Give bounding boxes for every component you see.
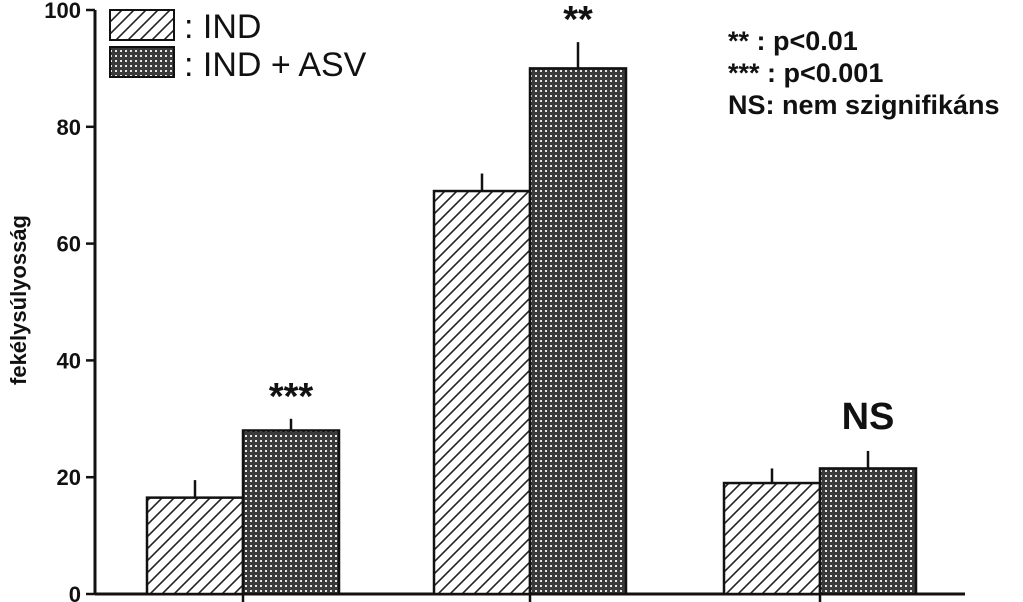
significance-notes: ** : p<0.01 *** : p<0.001 NS: nem szigni… xyxy=(728,26,1000,120)
significance-label: ** xyxy=(563,0,593,41)
legend-label-ind-asv: : IND + ASV xyxy=(184,46,367,84)
y-tick-label: 60 xyxy=(57,232,81,257)
bar-ind xyxy=(145,496,245,596)
significance-label: *** xyxy=(269,376,314,418)
bar-ind-asv xyxy=(241,429,341,596)
legend-swatch-ind xyxy=(109,9,175,41)
bar-ind-asv xyxy=(528,67,628,596)
bar-ind-asv xyxy=(818,467,918,596)
bar-ind xyxy=(432,189,532,596)
legend-swatch-ind-asv xyxy=(109,46,175,78)
y-tick-label: 0 xyxy=(69,582,81,602)
y-tick-label: 100 xyxy=(44,0,81,23)
legend-label-ind: : IND xyxy=(184,8,261,46)
bar-ind xyxy=(722,481,822,596)
y-axis-title: fekélysúlyosság xyxy=(6,215,31,385)
note-p001: ** : p<0.01 xyxy=(728,26,858,56)
note-ns: NS: nem szignifikáns xyxy=(728,90,1000,120)
y-axis-ticks: 0 20 40 60 80 100 xyxy=(44,0,822,602)
y-tick-label: 80 xyxy=(57,115,81,140)
note-p0001: *** : p<0.001 xyxy=(728,58,883,88)
bars xyxy=(145,42,918,596)
significance-label: NS xyxy=(842,396,895,438)
significance-markers: *****NS xyxy=(269,0,895,438)
y-tick-label: 40 xyxy=(57,348,81,373)
legend: : IND : IND + ASV xyxy=(109,8,367,84)
y-tick-label: 20 xyxy=(57,465,81,490)
